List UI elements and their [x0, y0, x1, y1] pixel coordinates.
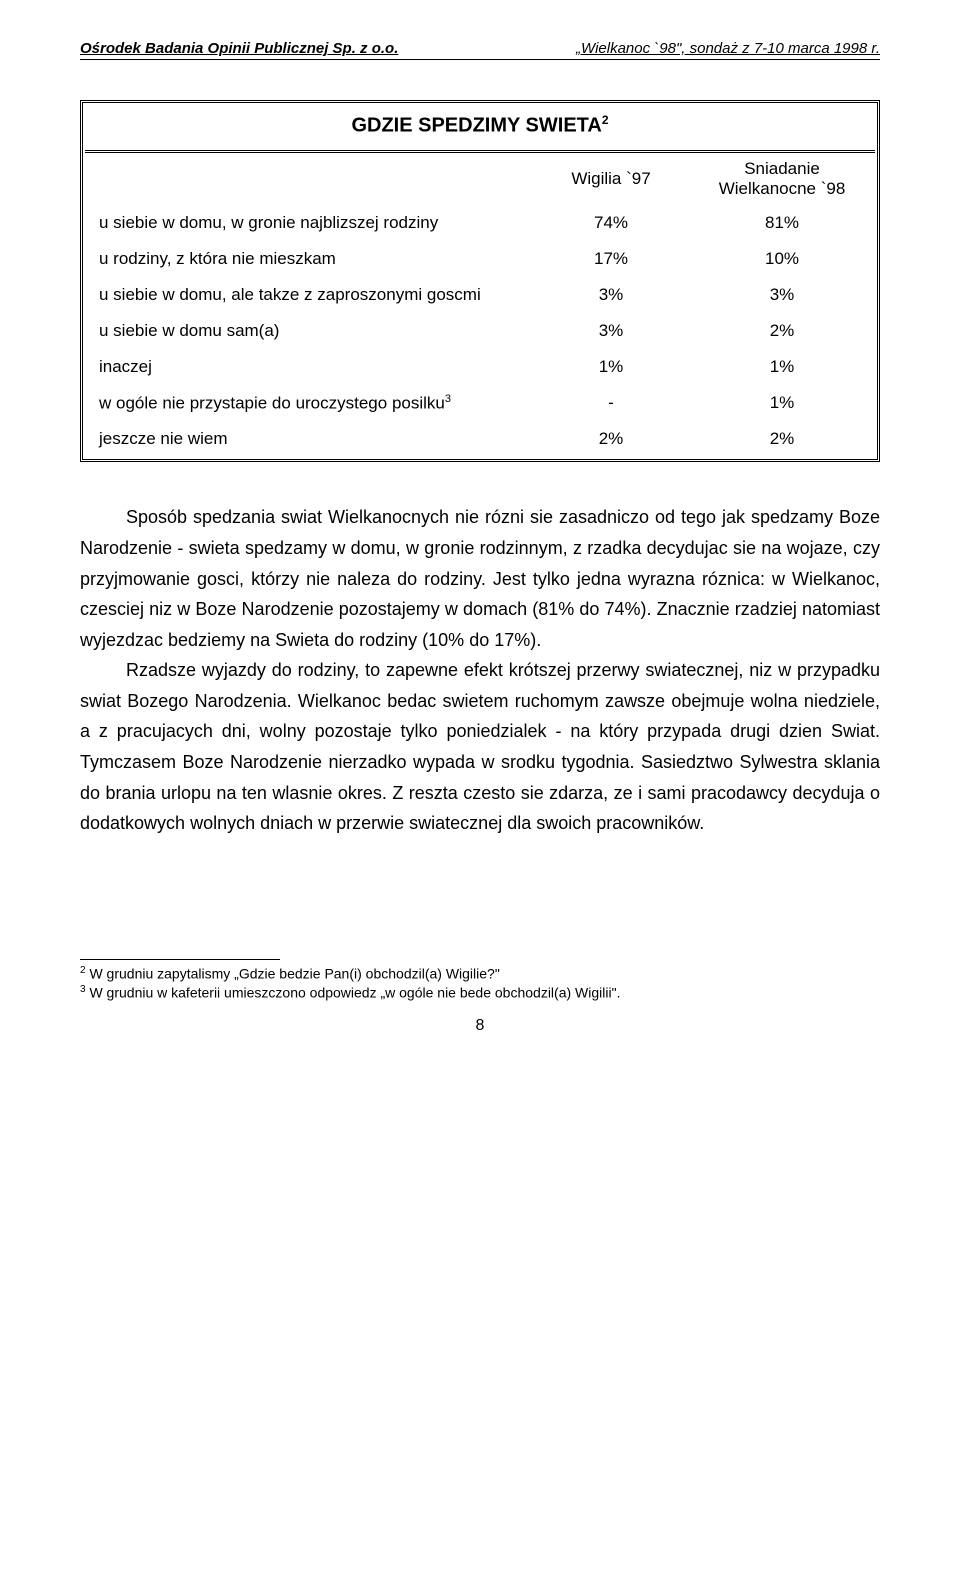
row-value: 2%	[533, 421, 689, 457]
paragraph: Sposób spedzania swiat Wielkanocnych nie…	[80, 502, 880, 655]
row-label-text: u siebie w domu, ale takze z zaproszonym…	[99, 285, 481, 304]
table-title-row: GDZIE SPEDZIMY SWIETA2	[85, 105, 875, 151]
table-title-sup: 2	[602, 113, 609, 127]
footnote-text: W grudniu w kafeterii umieszczono odpowi…	[86, 985, 621, 1001]
row-value: 1%	[689, 385, 875, 422]
row-label-sup: 3	[445, 393, 451, 405]
page-header: Ośrodek Badania Opinii Publicznej Sp. z …	[80, 40, 880, 60]
row-label: jeszcze nie wiem	[85, 421, 533, 457]
table-header-row: Wigilia `97 Sniadanie Wielkanocne `98	[85, 151, 875, 205]
row-value: 2%	[689, 313, 875, 349]
row-value: 3%	[533, 313, 689, 349]
row-label-text: u rodziny, z która nie mieszkam	[99, 249, 336, 268]
footnote: 3 W grudniu w kafeterii umieszczono odpo…	[80, 983, 880, 1003]
row-label: u siebie w domu, ale takze z zaproszonym…	[85, 277, 533, 313]
header-left: Ośrodek Badania Opinii Publicznej Sp. z …	[80, 40, 398, 57]
header-right: „Wielkanoc `98", sondaż z 7-10 marca 199…	[576, 40, 880, 57]
row-value: 3%	[689, 277, 875, 313]
table-row: u siebie w domu sam(a) 3% 2%	[85, 313, 875, 349]
footnote-rule	[80, 959, 280, 960]
table-title-text: GDZIE SPEDZIMY SWIETA	[351, 115, 601, 137]
data-table-container: GDZIE SPEDZIMY SWIETA2 Wigilia `97 Sniad…	[80, 100, 880, 462]
paragraph: Rzadsze wyjazdy do rodziny, to zapewne e…	[80, 655, 880, 839]
footnotes: 2 W grudniu zapytalismy „Gdzie bedzie Pa…	[80, 964, 880, 1003]
row-value: 17%	[533, 241, 689, 277]
row-value: 1%	[689, 349, 875, 385]
row-label: inaczej	[85, 349, 533, 385]
row-label-text: inaczej	[99, 357, 152, 376]
row-value: 10%	[689, 241, 875, 277]
table-row: jeszcze nie wiem 2% 2%	[85, 421, 875, 457]
row-value: 3%	[533, 277, 689, 313]
page-number: 8	[80, 1017, 880, 1035]
document-page: Ośrodek Badania Opinii Publicznej Sp. z …	[0, 0, 960, 1065]
row-value: 74%	[533, 205, 689, 241]
footnote-text: W grudniu zapytalismy „Gdzie bedzie Pan(…	[86, 966, 500, 982]
table-header-blank	[85, 151, 533, 205]
row-label-text: u siebie w domu, w gronie najblizszej ro…	[99, 213, 438, 232]
row-label: u rodziny, z która nie mieszkam	[85, 241, 533, 277]
row-label-text: w ogóle nie przystapie do uroczystego po…	[99, 393, 445, 412]
row-value: 1%	[533, 349, 689, 385]
column-header: Sniadanie Wielkanocne `98	[689, 151, 875, 205]
row-label-text: jeszcze nie wiem	[99, 429, 228, 448]
row-label: w ogóle nie przystapie do uroczystego po…	[85, 385, 533, 422]
row-value: 2%	[689, 421, 875, 457]
row-label: u siebie w domu, w gronie najblizszej ro…	[85, 205, 533, 241]
table-row: inaczej 1% 1%	[85, 349, 875, 385]
row-label: u siebie w domu sam(a)	[85, 313, 533, 349]
row-value: -	[533, 385, 689, 422]
row-value: 81%	[689, 205, 875, 241]
table-row: u siebie w domu, w gronie najblizszej ro…	[85, 205, 875, 241]
table-row: u siebie w domu, ale takze z zaproszonym…	[85, 277, 875, 313]
column-header: Wigilia `97	[533, 151, 689, 205]
body-text: Sposób spedzania swiat Wielkanocnych nie…	[80, 502, 880, 839]
footnote: 2 W grudniu zapytalismy „Gdzie bedzie Pa…	[80, 964, 880, 984]
row-label-text: u siebie w domu sam(a)	[99, 321, 279, 340]
table-title: GDZIE SPEDZIMY SWIETA2	[85, 105, 875, 151]
table-row: w ogóle nie przystapie do uroczystego po…	[85, 385, 875, 422]
data-table: GDZIE SPEDZIMY SWIETA2 Wigilia `97 Sniad…	[85, 105, 875, 457]
table-row: u rodziny, z która nie mieszkam 17% 10%	[85, 241, 875, 277]
